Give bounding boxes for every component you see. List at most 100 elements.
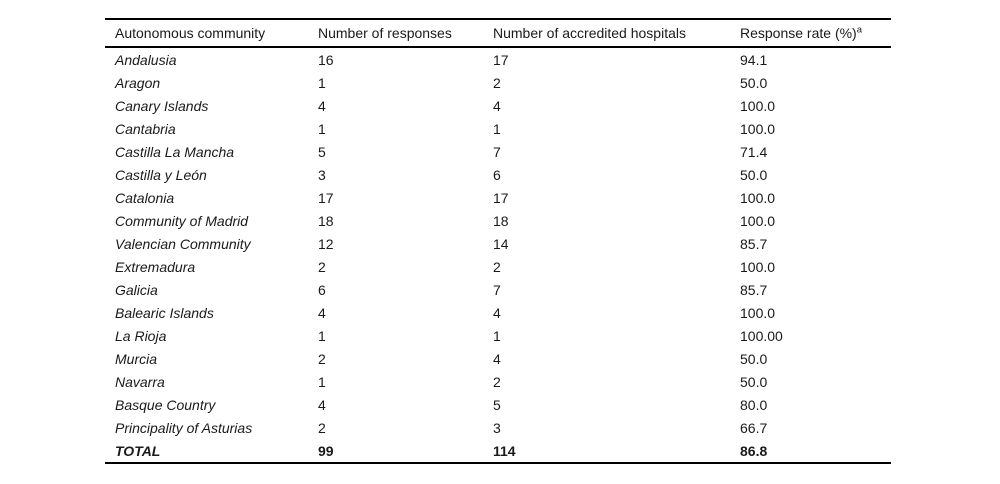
table-row: Basque Country 4 5 80.0 (105, 393, 891, 416)
responses-cell: 16 (318, 51, 334, 68)
table-row: Castilla La Mancha 5 7 71.4 (105, 140, 891, 163)
rate-cell: 71.4 (740, 143, 768, 160)
hospitals-cell: 6 (493, 166, 501, 183)
rate-cell: 100.00 (740, 327, 783, 344)
table-row: Galicia 6 7 85.7 (105, 278, 891, 301)
hospitals-cell: 2 (493, 373, 501, 390)
hospitals-cell: 7 (493, 281, 501, 298)
table-row: Catalonia 17 17 100.0 (105, 186, 891, 209)
table-row: Extremadura 2 2 100.0 (105, 255, 891, 278)
community-cell: Castilla La Mancha (115, 143, 235, 160)
hospitals-cell: 5 (493, 396, 501, 413)
table-body: Andalusia 16 17 94.1 Aragon 1 2 50.0 Can… (105, 47, 891, 463)
responses-cell: 18 (318, 212, 334, 229)
community-cell: Catalonia (115, 189, 175, 206)
table-row: Navarra 1 2 50.0 (105, 370, 891, 393)
community-cell: Extremadura (115, 258, 196, 275)
responses-cell: 4 (318, 97, 326, 114)
column-header-number-of-responses: Number of responses (318, 19, 493, 48)
responses-cell: 12 (318, 235, 334, 252)
responses-cell: 6 (318, 281, 326, 298)
community-cell: La Rioja (115, 327, 167, 344)
responses-cell: 1 (318, 74, 326, 91)
hospitals-cell: 2 (493, 74, 501, 91)
rate-cell: 100.0 (740, 212, 776, 229)
rate-cell: 100.0 (740, 189, 776, 206)
response-rate-table: Autonomous community Number of responses… (105, 18, 891, 464)
community-cell: Basque Country (115, 396, 216, 413)
community-cell: Aragon (115, 74, 161, 91)
hospitals-cell: 1 (493, 120, 501, 137)
hospitals-cell: 7 (493, 143, 501, 160)
rate-cell: 50.0 (740, 350, 768, 367)
table-row: La Rioja 1 1 100.00 (105, 324, 891, 347)
table-row: Canary Islands 4 4 100.0 (105, 94, 891, 117)
rate-cell: 86.8 (740, 442, 768, 459)
responses-cell: 3 (318, 166, 326, 183)
rate-cell: 50.0 (740, 373, 768, 390)
responses-cell: 99 (318, 442, 334, 459)
rate-cell: 100.0 (740, 97, 776, 114)
hospitals-cell: 18 (493, 212, 509, 229)
rate-cell: 50.0 (740, 166, 768, 183)
responses-cell: 5 (318, 143, 326, 160)
hospitals-cell: 4 (493, 97, 501, 114)
community-cell: Murcia (115, 350, 158, 367)
responses-cell: 1 (318, 120, 326, 137)
table-row: Principality of Asturias 2 3 66.7 (105, 416, 891, 439)
table-row: Castilla y León 3 6 50.0 (105, 163, 891, 186)
rate-cell: 94.1 (740, 51, 768, 68)
responses-cell: 1 (318, 373, 326, 390)
column-header-response-rate: Response rate (%)a (740, 19, 891, 48)
column-header-autonomous-community: Autonomous community (105, 19, 318, 48)
community-cell: Navarra (115, 373, 165, 390)
responses-cell: 2 (318, 258, 326, 275)
hospitals-cell: 4 (493, 350, 501, 367)
column-header-response-rate-label: Response rate (%) (740, 25, 857, 41)
rate-cell: 66.7 (740, 419, 768, 436)
hospitals-cell: 3 (493, 419, 501, 436)
community-cell: Cantabria (115, 120, 176, 137)
community-cell: Castilla y León (115, 166, 207, 183)
column-header-number-of-accredited-hospitals: Number of accredited hospitals (493, 19, 740, 48)
table-row: Cantabria 1 1 100.0 (105, 117, 891, 140)
community-cell: Andalusia (115, 51, 177, 68)
hospitals-cell: 2 (493, 258, 501, 275)
rate-cell: 50.0 (740, 74, 768, 91)
hospitals-cell: 1 (493, 327, 501, 344)
community-cell: Principality of Asturias (115, 419, 253, 436)
table-row: Community of Madrid 18 18 100.0 (105, 209, 891, 232)
table-row: Valencian Community 12 14 85.7 (105, 232, 891, 255)
hospitals-cell: 114 (493, 442, 516, 459)
community-cell: Community of Madrid (115, 212, 249, 229)
table-row: Andalusia 16 17 94.1 (105, 47, 891, 71)
community-cell: Balearic Islands (115, 304, 214, 321)
responses-cell: 2 (318, 350, 326, 367)
table-row: Murcia 2 4 50.0 (105, 347, 891, 370)
responses-cell: 17 (318, 189, 334, 206)
community-cell: TOTAL (115, 442, 161, 459)
responses-cell: 2 (318, 419, 326, 436)
community-cell: Valencian Community (115, 235, 251, 252)
rate-cell: 100.0 (740, 304, 776, 321)
rate-cell: 80.0 (740, 396, 768, 413)
responses-cell: 4 (318, 304, 326, 321)
hospitals-cell: 17 (493, 189, 509, 206)
table-row: Balearic Islands 4 4 100.0 (105, 301, 891, 324)
hospitals-cell: 4 (493, 304, 501, 321)
rate-cell: 100.0 (740, 258, 776, 275)
hospitals-cell: 14 (493, 235, 509, 252)
responses-cell: 4 (318, 396, 326, 413)
rate-cell: 100.0 (740, 120, 776, 137)
responses-cell: 1 (318, 327, 326, 344)
community-cell: Galicia (115, 281, 158, 298)
header-row: Autonomous community Number of responses… (105, 19, 891, 48)
total-row: TOTAL 99 114 86.8 (105, 439, 891, 463)
table-row: Aragon 1 2 50.0 (105, 71, 891, 94)
community-cell: Canary Islands (115, 97, 209, 114)
rate-cell: 85.7 (740, 235, 768, 252)
hospitals-cell: 17 (493, 51, 509, 68)
rate-cell: 85.7 (740, 281, 768, 298)
footnote-marker: a (856, 24, 863, 36)
